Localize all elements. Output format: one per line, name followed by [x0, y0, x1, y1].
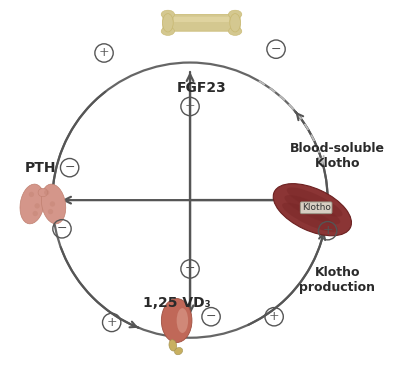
Ellipse shape — [285, 195, 340, 224]
Text: +: + — [185, 100, 195, 113]
Text: PTH: PTH — [25, 161, 56, 175]
Ellipse shape — [229, 27, 242, 35]
Text: +: + — [106, 316, 117, 329]
Ellipse shape — [20, 184, 44, 224]
Ellipse shape — [230, 13, 241, 32]
Text: −: − — [206, 310, 216, 323]
FancyBboxPatch shape — [163, 14, 240, 31]
Ellipse shape — [161, 10, 174, 18]
Circle shape — [35, 203, 40, 209]
Text: +: + — [322, 224, 333, 237]
Text: Klotho
production: Klotho production — [299, 266, 375, 295]
Circle shape — [29, 192, 34, 197]
Ellipse shape — [161, 298, 192, 343]
Text: −: − — [64, 161, 75, 174]
Ellipse shape — [282, 203, 338, 232]
Ellipse shape — [287, 187, 343, 217]
Ellipse shape — [162, 13, 173, 32]
Text: +: + — [269, 310, 279, 323]
Ellipse shape — [229, 10, 242, 18]
FancyBboxPatch shape — [174, 17, 229, 22]
Ellipse shape — [174, 348, 183, 355]
Text: Klotho: Klotho — [302, 203, 330, 212]
Circle shape — [50, 201, 55, 207]
Circle shape — [48, 209, 53, 214]
Text: Blood-soluble
Klotho: Blood-soluble Klotho — [290, 142, 385, 170]
Text: 1,25 VD₃: 1,25 VD₃ — [143, 296, 210, 310]
Text: −: − — [271, 43, 281, 56]
Text: −: − — [57, 222, 67, 235]
Circle shape — [44, 190, 50, 195]
Ellipse shape — [177, 308, 188, 333]
Text: −: − — [185, 263, 195, 275]
Ellipse shape — [169, 340, 177, 351]
Ellipse shape — [38, 188, 48, 197]
Circle shape — [33, 211, 38, 216]
Text: +: + — [99, 47, 109, 60]
Ellipse shape — [161, 27, 174, 35]
Ellipse shape — [273, 184, 351, 236]
Text: FGF23: FGF23 — [177, 81, 226, 95]
Ellipse shape — [42, 184, 66, 224]
